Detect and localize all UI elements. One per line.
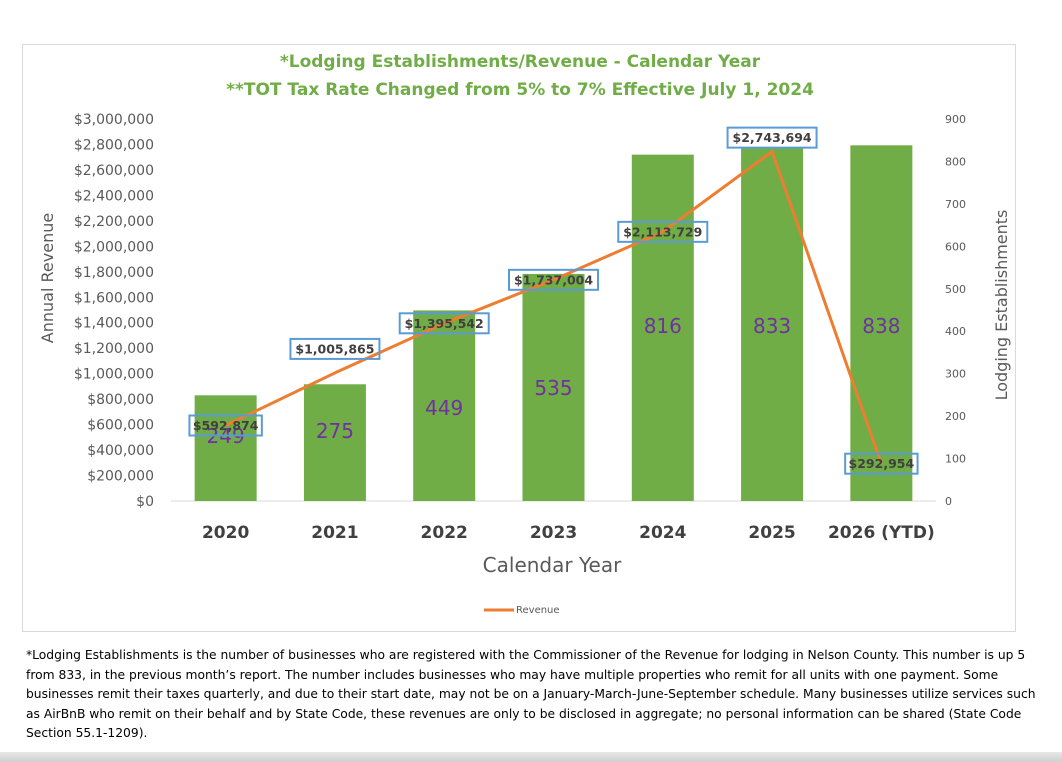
bar-2021 [303,384,366,501]
bar-value-label: 535 [534,376,572,400]
revenue-label-box [726,126,818,149]
revenue-value-label: $1,005,865 [295,341,374,356]
y-tick-label: $2,600,000 [74,163,154,179]
y-tick-label: $1,800,000 [74,265,154,281]
y2-tick-label: 900 [945,113,966,126]
y-tick-label: $0 [136,494,154,510]
y2-tick-label: 300 [945,368,966,381]
y-tick-label: $3,000,000 [74,112,154,128]
revenue-line-series [224,150,883,465]
legend-revenue-label: Revenue [516,605,560,616]
bar-2024 [631,154,694,502]
revenue-value-labels: $592,874 $1,005,865 $1,395,542 $1,737,004 $2… [188,126,919,475]
y-axis-left: $0 $200,000 $400,000 $600,000 $800,000 $1,000… [74,112,154,510]
x-tick-label: 2021 [311,523,358,543]
y-tick-label: $2,400,000 [74,188,154,204]
revenue-label-box [617,220,709,243]
chart-subtitle: **TOT Tax Rate Changed from 5% to 7% Eff… [226,80,814,100]
y-axis-right: 0 100 200 300 400 500 600 700 800 900 [945,113,966,508]
revenue-label-box [289,337,381,360]
y-tick-label: $200,000 [87,469,154,485]
y-tick-label: $1,600,000 [74,290,154,306]
bar-2026 [850,145,913,501]
y2-tick-label: 700 [945,198,966,211]
x-tick-label: 2025 [748,523,795,543]
y-tick-label: $2,200,000 [74,214,154,230]
bar-value-label: 449 [425,396,463,420]
bar-value-label: 833 [753,314,791,338]
y-tick-label: $1,000,000 [74,367,154,383]
bar-value-label: 275 [316,419,354,443]
y-tick-label: $800,000 [87,392,154,408]
y-axis-title: Annual Revenue [38,213,57,343]
revenue-value-label: $2,113,729 [623,224,702,239]
x-tick-label: 2020 [202,523,249,543]
y2-tick-label: 400 [945,325,966,338]
y2-tick-label: 100 [945,453,966,466]
revenue-label-box [188,414,263,437]
y2-tick-label: 200 [945,410,966,423]
revenue-value-label: $292,954 [849,456,915,471]
chart-frame: *Lodging Establishments/Revenue - Calend… [22,44,1016,632]
x-tick-label: 2023 [530,523,577,543]
legend: Revenue [484,605,560,616]
combo-chart: *Lodging Establishments/Revenue - Calend… [38,52,1011,616]
revenue-label-box [508,268,599,291]
bar-value-label: 816 [644,314,682,338]
y-tick-label: $600,000 [87,418,154,434]
y2-tick-label: 800 [945,155,966,168]
chart-title: *Lodging Establishments/Revenue - Calend… [280,52,761,72]
bar-value-label: 838 [862,314,900,338]
footnote-text: *Lodging Establishments is the number of… [26,648,1036,740]
bar-2023 [522,273,585,501]
x-tick-label: 2024 [639,523,686,543]
y-tick-label: $1,400,000 [74,316,154,332]
revenue-value-label: $592,874 [193,418,259,433]
bar-series [194,145,913,502]
y-tick-label: $2,000,000 [74,239,154,255]
bar-2020 [194,395,257,501]
y-tick-label: $1,200,000 [74,341,154,357]
bar-2022 [413,310,476,501]
revenue-value-label: $2,743,694 [733,130,812,145]
revenue-value-label: $1,737,004 [514,272,593,287]
y2-tick-label: 0 [945,495,952,508]
x-axis: 2020 2021 2022 2023 2024 2025 2026 (YTD) [202,523,935,543]
bottom-window-strip [0,752,1062,762]
y2-tick-label: 500 [945,283,966,296]
x-tick-label: 2022 [421,523,468,543]
x-axis-title: Calendar Year [483,553,622,577]
y2-axis-title: Lodging Establishments [992,210,1011,401]
revenue-label-box [844,452,919,475]
revenue-value-label: $1,395,542 [405,316,484,331]
revenue-label-box [398,312,490,335]
y-tick-label: $2,800,000 [74,137,154,153]
y-tick-label: $400,000 [87,443,154,459]
x-tick-label: 2026 (YTD) [828,523,935,543]
y2-tick-label: 600 [945,240,966,253]
